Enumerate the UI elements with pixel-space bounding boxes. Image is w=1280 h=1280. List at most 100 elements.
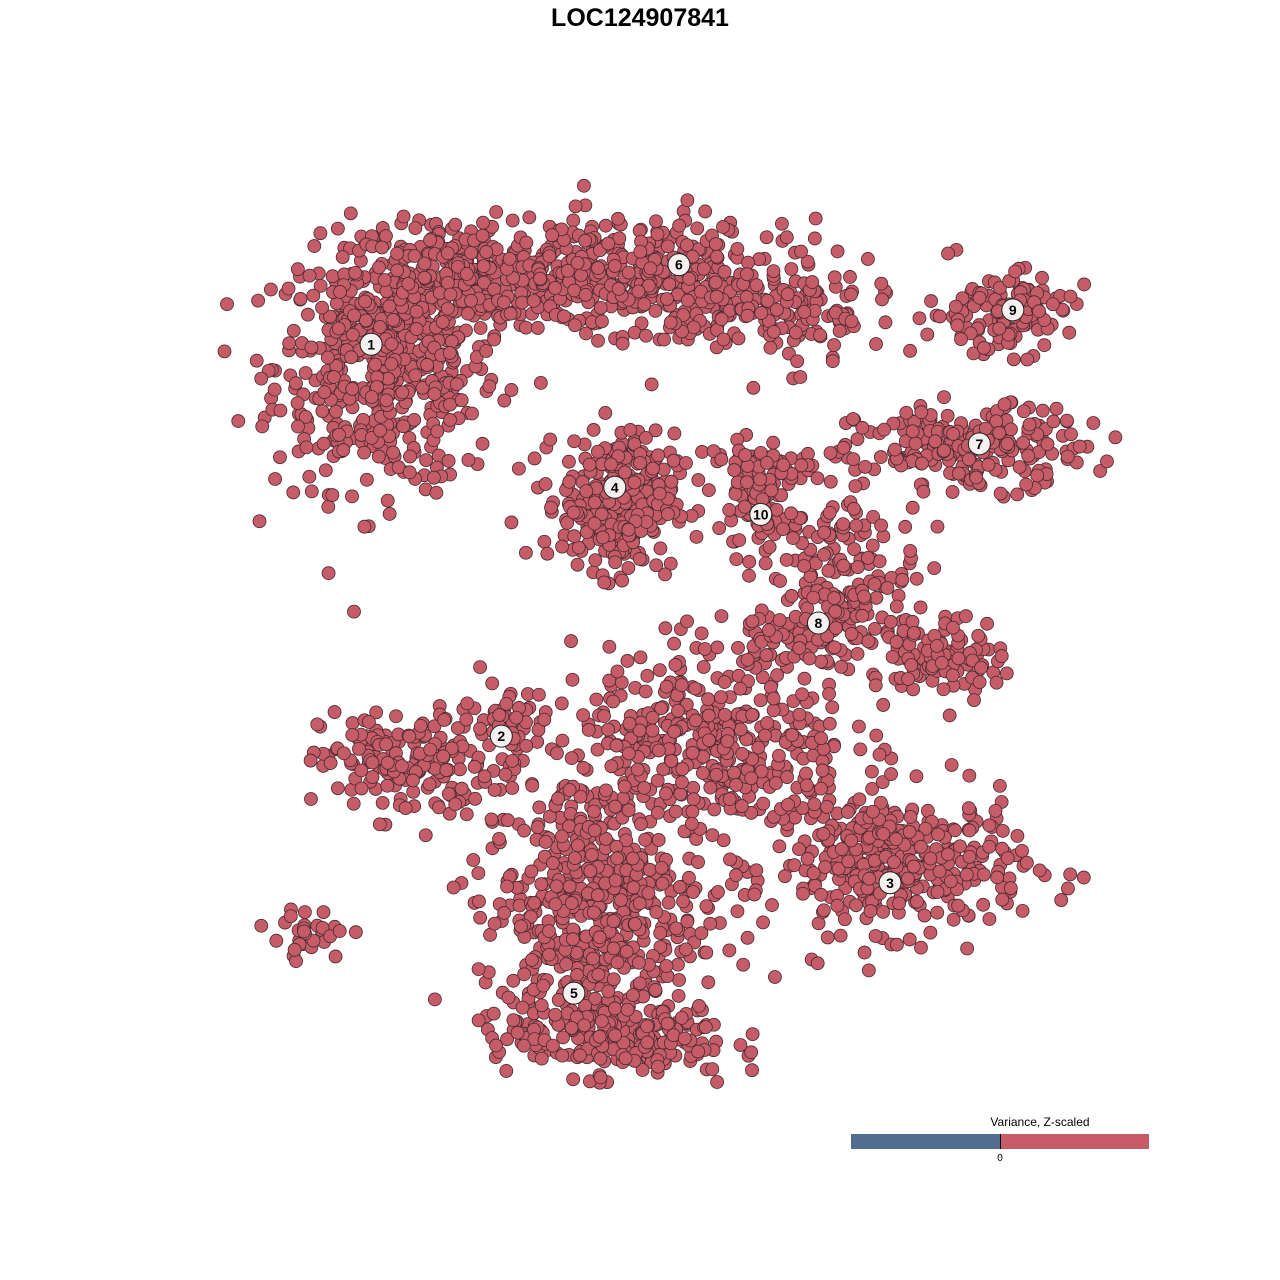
data-point xyxy=(785,728,800,742)
data-point xyxy=(753,472,768,487)
data-point xyxy=(402,465,417,480)
data-point xyxy=(489,205,504,219)
data-point xyxy=(345,382,360,396)
data-point xyxy=(828,604,843,619)
data-point xyxy=(386,445,401,460)
data-point xyxy=(997,397,1012,412)
data-point xyxy=(866,804,880,819)
data-point xyxy=(503,306,518,321)
data-point xyxy=(869,337,883,351)
cluster-label-text: 10 xyxy=(753,506,769,522)
data-point xyxy=(821,563,836,578)
data-point xyxy=(790,354,805,369)
data-point xyxy=(263,282,278,297)
data-point xyxy=(675,775,689,790)
data-point xyxy=(390,246,404,261)
data-point xyxy=(375,795,390,810)
data-point xyxy=(1019,477,1034,492)
data-point xyxy=(362,715,376,729)
data-point xyxy=(746,380,761,395)
data-point xyxy=(555,539,569,554)
data-point xyxy=(336,746,351,761)
data-point xyxy=(684,816,699,831)
data-point xyxy=(810,956,825,971)
data-point xyxy=(909,571,924,586)
data-point xyxy=(633,455,647,470)
data-point xyxy=(729,868,743,883)
data-point xyxy=(659,959,674,973)
data-point xyxy=(675,762,690,776)
data-point xyxy=(1022,417,1037,432)
data-point xyxy=(357,519,372,534)
data-point xyxy=(306,288,321,303)
data-point xyxy=(359,313,373,328)
data-point xyxy=(1006,352,1021,367)
data-point xyxy=(937,443,951,458)
data-point xyxy=(345,489,359,504)
data-point xyxy=(869,728,884,743)
data-point xyxy=(609,738,624,753)
data-point xyxy=(509,710,524,725)
data-point xyxy=(792,707,807,722)
data-point xyxy=(810,471,825,486)
data-point xyxy=(527,896,542,910)
data-point xyxy=(962,823,977,838)
data-point xyxy=(846,501,861,516)
data-point xyxy=(649,558,664,573)
data-point xyxy=(606,972,621,987)
data-point xyxy=(586,951,600,966)
data-point xyxy=(538,477,553,491)
data-point xyxy=(502,251,517,266)
data-point xyxy=(905,500,920,515)
data-point xyxy=(293,292,308,306)
data-point xyxy=(304,792,318,806)
data-point xyxy=(709,289,724,304)
data-point xyxy=(699,945,714,960)
data-point xyxy=(827,591,842,605)
data-point xyxy=(570,968,584,982)
data-point xyxy=(1049,401,1064,416)
data-point xyxy=(655,876,670,891)
data-point xyxy=(660,239,675,254)
data-point xyxy=(466,853,481,867)
data-point xyxy=(768,970,782,984)
data-point xyxy=(860,252,875,266)
data-point xyxy=(836,440,851,455)
data-point xyxy=(476,215,490,230)
data-point xyxy=(802,651,817,666)
data-point xyxy=(850,560,865,575)
data-point xyxy=(686,885,701,899)
data-point xyxy=(471,866,486,881)
data-point xyxy=(1008,264,1023,279)
data-point xyxy=(500,813,515,828)
data-point xyxy=(542,924,556,938)
data-point xyxy=(608,873,623,888)
data-point xyxy=(499,1064,514,1078)
data-point xyxy=(756,796,771,811)
data-point xyxy=(940,408,955,423)
data-point xyxy=(568,199,583,214)
data-point xyxy=(1010,487,1025,502)
cluster-label-2: 2 xyxy=(489,724,513,748)
data-point xyxy=(1032,304,1046,319)
data-point xyxy=(286,323,301,338)
data-point xyxy=(591,333,605,348)
data-point xyxy=(864,764,879,779)
data-point xyxy=(569,945,584,960)
data-point xyxy=(832,324,847,338)
data-point xyxy=(993,486,1008,501)
data-point xyxy=(267,382,282,397)
data-point xyxy=(912,311,927,326)
data-point xyxy=(459,267,474,281)
data-point xyxy=(409,322,424,336)
data-point xyxy=(745,614,760,629)
data-point xyxy=(606,941,621,956)
cluster-label-3: 3 xyxy=(878,871,902,895)
data-point xyxy=(566,213,581,228)
data-point xyxy=(586,423,601,437)
data-point xyxy=(440,275,455,290)
data-point xyxy=(763,340,778,355)
data-point xyxy=(559,957,574,972)
data-point xyxy=(772,839,787,854)
